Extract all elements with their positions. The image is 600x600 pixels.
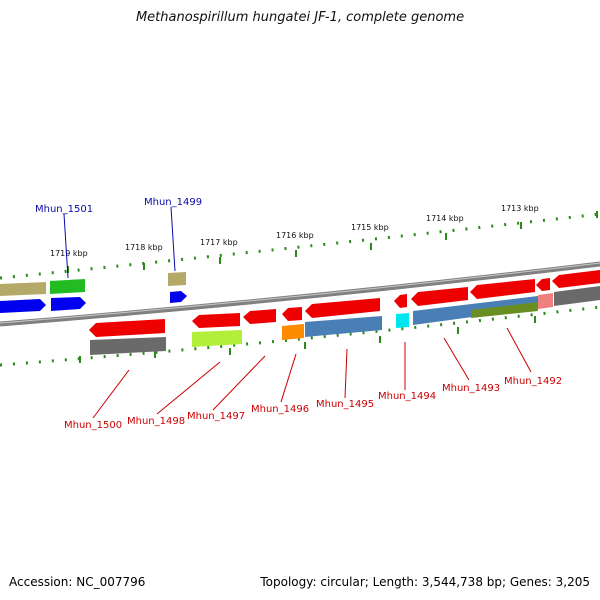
gene-label-mhun-1494[interactable]: Mhun_1494 — [378, 391, 436, 402]
gene-red-1498[interactable] — [192, 313, 240, 328]
genome-backbone — [0, 261, 600, 327]
gene-gray-1500[interactable] — [90, 337, 166, 355]
tick-label-1718: 1718 kbp — [125, 243, 163, 252]
gene-blue-mid[interactable] — [51, 297, 86, 311]
genome-summary-text: Topology: circular; Length: 3,544,738 bp… — [260, 575, 590, 589]
gene-label-mhun-1498[interactable]: Mhun_1498 — [127, 416, 185, 427]
outer-major-ticks — [67, 211, 598, 273]
outer-scale-dots — [0, 212, 600, 280]
gene-red-1492[interactable] — [552, 270, 600, 288]
gene-khaki-upper[interactable] — [0, 282, 46, 296]
gene-red-1495[interactable] — [305, 298, 380, 318]
tick-label-1719: 1719 kbp — [50, 249, 88, 258]
gene-label-mhun-1493[interactable]: Mhun_1493 — [442, 383, 500, 394]
gene-label-mhun-1501[interactable]: Mhun_1501 — [35, 204, 93, 215]
accession-text: Accession: NC_007796 — [9, 575, 146, 589]
gene-red-1494[interactable] — [411, 287, 468, 306]
gene-label-mhun-1499[interactable]: Mhun_1499 — [144, 197, 202, 208]
gene-blue-small[interactable] — [170, 291, 187, 303]
inner-major-ticks — [79, 316, 536, 363]
gene-lime-1497[interactable] — [192, 330, 242, 347]
gene-label-mhun-1492[interactable]: Mhun_1492 — [504, 376, 562, 387]
gene-gray-1492[interactable] — [554, 286, 600, 306]
gene-label-mhun-1500[interactable]: Mhun_1500 — [64, 420, 122, 431]
tick-label-1714: 1714 kbp — [426, 214, 464, 223]
leader-lines-top — [63, 206, 176, 279]
gene-blue-left[interactable] — [0, 299, 46, 313]
gene-pink-1492[interactable] — [538, 293, 553, 309]
gene-red-1497[interactable] — [243, 309, 276, 324]
gene-green-upper[interactable] — [50, 279, 85, 294]
tick-label-1715: 1715 kbp — [351, 223, 389, 232]
gene-red-small[interactable] — [394, 294, 407, 308]
gene-red-small-2[interactable] — [536, 278, 550, 291]
gene-cyan-1494[interactable] — [396, 313, 409, 328]
gene-khaki-small[interactable] — [168, 272, 186, 286]
gene-red-1500[interactable] — [89, 319, 165, 337]
gene-olive-1493[interactable] — [471, 302, 538, 318]
gene-label-mhun-1495[interactable]: Mhun_1495 — [316, 399, 374, 410]
tick-label-1716: 1716 kbp — [276, 231, 314, 240]
tick-label-1713: 1713 kbp — [501, 204, 539, 213]
gene-red-1493[interactable] — [470, 279, 535, 299]
map-title: Methanospirillum hungatei JF-1, complete… — [135, 10, 465, 25]
gene-orange-1496[interactable] — [282, 324, 304, 340]
tick-label-1717: 1717 kbp — [200, 238, 238, 247]
gene-label-mhun-1497[interactable]: Mhun_1497 — [187, 411, 245, 422]
gene-red-1496[interactable] — [282, 307, 302, 321]
gene-label-mhun-1496[interactable]: Mhun_1496 — [251, 404, 309, 415]
gene-steelblue-1495[interactable] — [305, 316, 382, 337]
leader-lines-bottom — [92, 327, 532, 419]
